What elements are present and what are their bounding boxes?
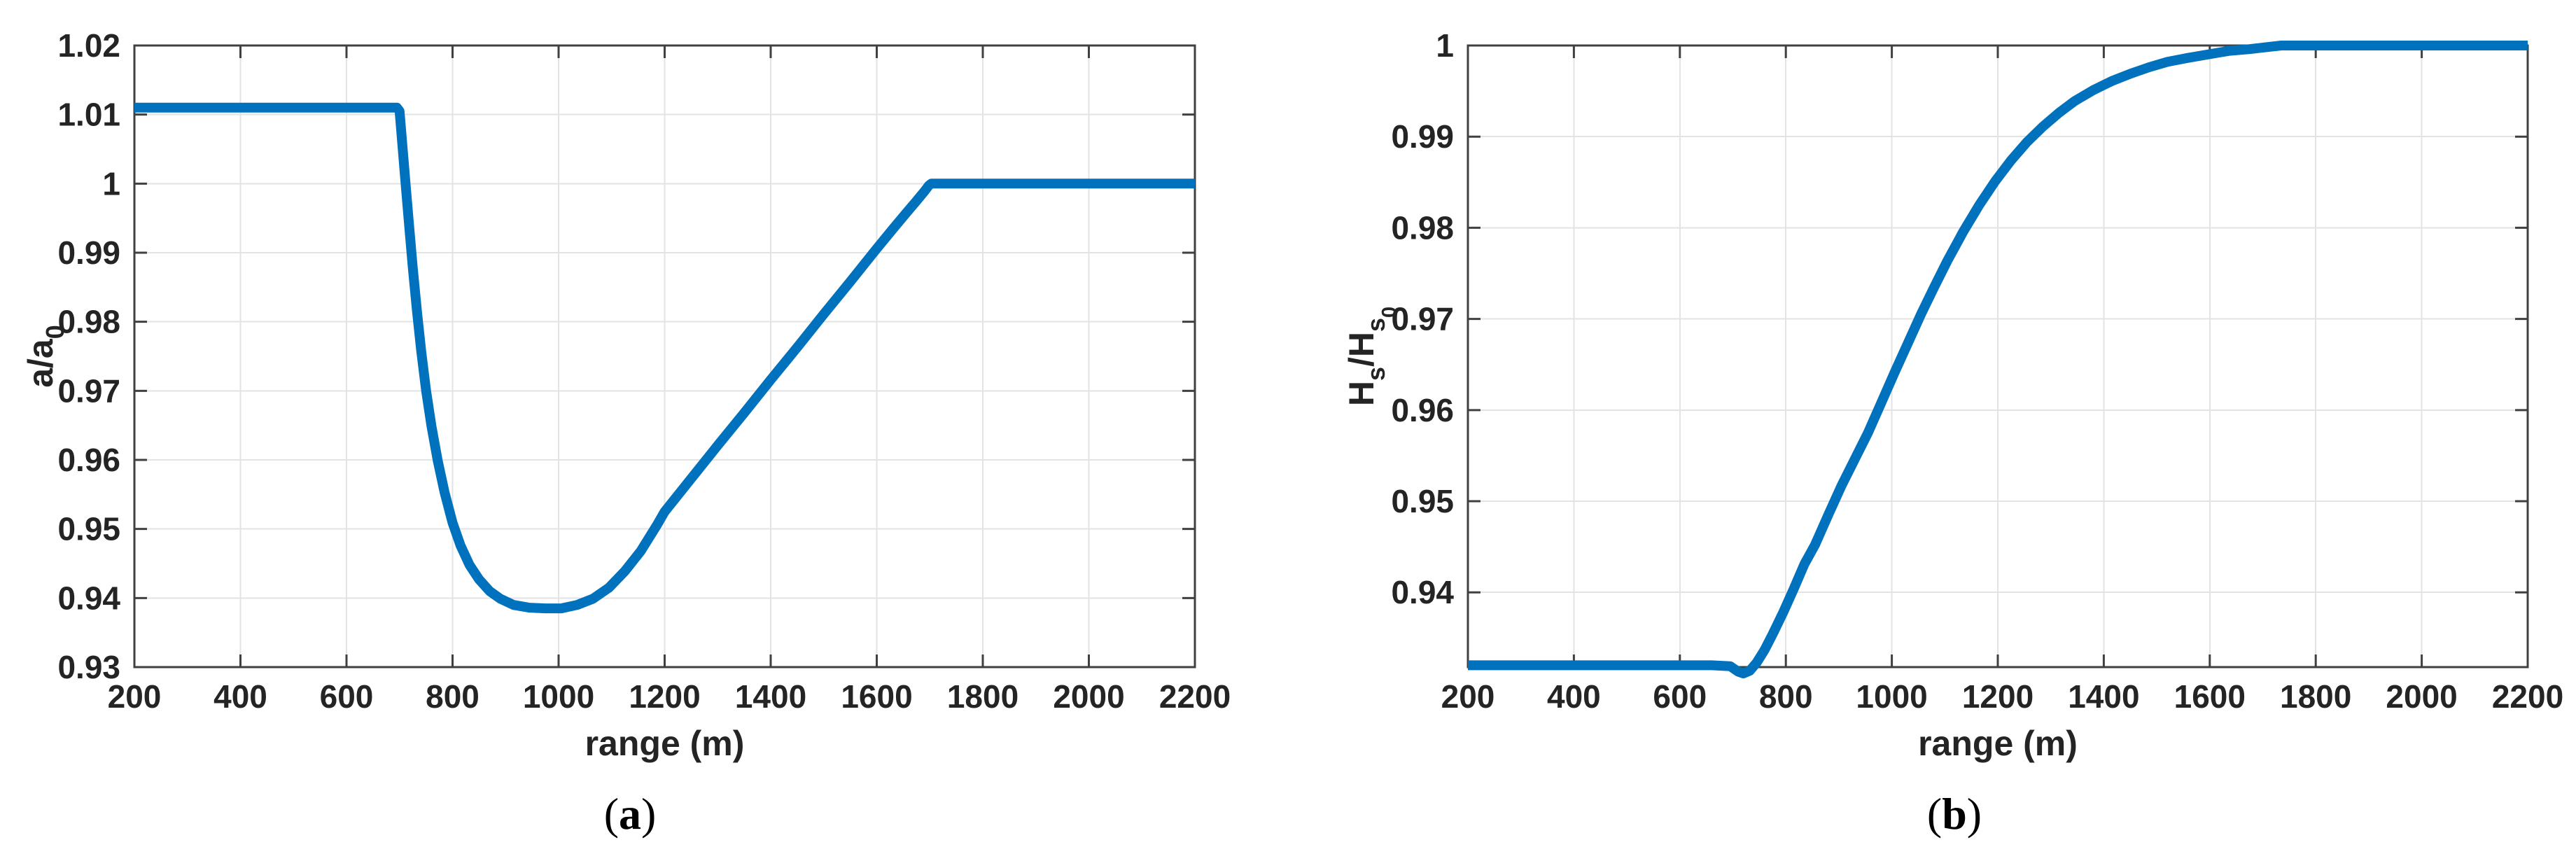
panel-a-x-tick-labels: 200 400 600 800 1000 1200 1400 1600 1800 2000 2200 xyxy=(108,678,1231,715)
y-tick-label: 0.97 xyxy=(57,372,120,409)
y-axis-label-segment: 0 xyxy=(1378,307,1401,318)
panel-b-y-axis-label: Hs/Hs0 xyxy=(1342,307,1401,406)
x-tick-label: 1000 xyxy=(523,678,594,715)
y-axis-label-segment: a/a xyxy=(21,338,60,388)
y-tick-label: 0.97 xyxy=(1391,301,1454,337)
caption-b-open-paren: ( xyxy=(1926,789,1942,839)
caption-panel-b: (b) xyxy=(1814,789,2094,839)
y-tick-label: 0.95 xyxy=(57,511,120,547)
caption-a-letter: a xyxy=(619,789,641,839)
x-tick-label: 2200 xyxy=(1159,678,1231,715)
panel-a-grid xyxy=(134,45,1196,668)
x-tick-label: 1600 xyxy=(841,678,912,715)
y-axis-label-segment: H xyxy=(1342,381,1381,406)
panel-b-x-tick-labels: 200 400 600 800 1000 1200 1400 1600 1800 2000 2200 xyxy=(1441,678,2564,715)
x-tick-label: 2200 xyxy=(2492,678,2563,715)
panel-a-y-axis-label: a/a0 xyxy=(21,325,69,388)
x-tick-label: 1000 xyxy=(1856,678,1927,715)
caption-b-close-paren: ) xyxy=(1966,789,1982,839)
y-tick-label: 0.96 xyxy=(1391,392,1454,428)
x-tick-label: 800 xyxy=(426,678,479,715)
series-line-a xyxy=(134,102,1195,614)
y-tick-label: 0.94 xyxy=(57,580,120,616)
y-axis-label-segment: s xyxy=(1362,367,1390,381)
x-tick-label: 1800 xyxy=(947,678,1018,715)
panel-a-y-tick-labels: 0.93 0.94 0.95 0.96 0.97 0.98 0.99 1 1.01 1.02 xyxy=(57,27,120,685)
panel-b-x-axis-label: range (m) xyxy=(1918,724,2078,763)
x-tick-label: 1600 xyxy=(2174,678,2246,715)
x-tick-label: 2000 xyxy=(1053,678,1124,715)
y-tick-label: 0.99 xyxy=(1391,118,1454,155)
caption-a-close-paren: ) xyxy=(641,789,657,839)
panel-b-tick-marks xyxy=(1466,44,2529,667)
x-tick-label: 1400 xyxy=(2068,678,2139,715)
panel-b: 200 400 600 800 1000 1200 1400 1600 1800 2000 2200… xyxy=(1342,27,2563,763)
y-axis-label-segment: /H xyxy=(1342,332,1381,367)
x-tick-label: 400 xyxy=(214,678,267,715)
caption-b-letter: b xyxy=(1942,789,1967,839)
y-tick-label: 1.02 xyxy=(57,27,120,64)
y-tick-label: 0.95 xyxy=(1391,483,1454,519)
y-axis-label-segment: 0 xyxy=(41,325,69,339)
series-line-b xyxy=(1468,41,2528,679)
y-tick-label: 1 xyxy=(1436,27,1454,64)
x-tick-label: 2000 xyxy=(2386,678,2457,715)
y-tick-label: 0.98 xyxy=(57,304,120,340)
y-tick-label: 0.94 xyxy=(1391,574,1454,610)
x-tick-label: 200 xyxy=(108,678,162,715)
x-tick-label: 400 xyxy=(1547,678,1601,715)
panel-a-x-axis-label: range (m) xyxy=(585,724,745,763)
x-tick-label: 200 xyxy=(1441,678,1495,715)
x-tick-label: 1200 xyxy=(1962,678,2033,715)
y-tick-label: 1 xyxy=(102,165,120,202)
y-tick-label: 0.93 xyxy=(57,649,120,685)
x-tick-label: 800 xyxy=(1759,678,1813,715)
caption-a-open-paren: ( xyxy=(603,789,619,839)
y-tick-label: 0.98 xyxy=(1391,209,1454,246)
y-tick-label: 0.99 xyxy=(57,234,120,271)
y-tick-label: 0.96 xyxy=(57,442,120,478)
panel-b-y-tick-labels: 0.94 0.95 0.96 0.97 0.98 0.99 1 xyxy=(1391,27,1454,610)
y-axis-label-segment: s xyxy=(1362,318,1390,332)
caption-panel-a: (a) xyxy=(490,789,770,839)
y-tick-label: 1.01 xyxy=(57,97,120,133)
x-tick-label: 600 xyxy=(320,678,374,715)
x-tick-label: 1400 xyxy=(735,678,806,715)
x-tick-label: 1800 xyxy=(2280,678,2351,715)
panel-b-grid xyxy=(1467,45,2528,667)
x-tick-label: 1200 xyxy=(629,678,700,715)
x-tick-label: 600 xyxy=(1653,678,1707,715)
panel-a: 200 400 600 800 1000 1200 1400 1600 1800 2000 2200… xyxy=(21,27,1231,763)
